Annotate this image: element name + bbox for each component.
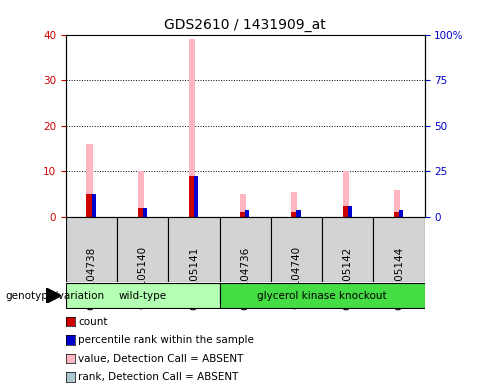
Bar [138, 171, 144, 217]
FancyBboxPatch shape [220, 283, 425, 308]
Bar [240, 212, 246, 217]
FancyBboxPatch shape [373, 217, 425, 282]
Text: percentile rank within the sample: percentile rank within the sample [78, 335, 254, 345]
Bar [86, 144, 93, 217]
Bar [394, 212, 400, 217]
Bar [143, 208, 147, 217]
Text: GSM104736: GSM104736 [240, 247, 250, 310]
Text: GSM105144: GSM105144 [394, 247, 404, 310]
Bar [143, 208, 147, 217]
Bar [394, 190, 400, 217]
Bar [194, 176, 198, 217]
Text: glycerol kinase knockout: glycerol kinase knockout [257, 291, 387, 301]
Bar [297, 210, 301, 217]
Bar [189, 39, 195, 217]
Bar [297, 210, 301, 217]
Title: GDS2610 / 1431909_at: GDS2610 / 1431909_at [164, 18, 326, 32]
Text: GSM105140: GSM105140 [138, 247, 148, 310]
Text: rank, Detection Call = ABSENT: rank, Detection Call = ABSENT [78, 372, 239, 382]
Text: genotype/variation: genotype/variation [5, 291, 104, 301]
Bar [245, 210, 249, 217]
Bar [92, 194, 96, 217]
Bar [291, 212, 298, 217]
Text: GSM105141: GSM105141 [189, 247, 199, 310]
FancyBboxPatch shape [220, 217, 271, 282]
Bar [245, 210, 249, 217]
Bar [399, 210, 403, 217]
FancyBboxPatch shape [271, 217, 322, 282]
Text: GSM104740: GSM104740 [291, 247, 302, 310]
Bar [343, 171, 349, 217]
Bar [189, 176, 195, 217]
Bar [291, 192, 298, 217]
Polygon shape [46, 288, 61, 303]
FancyBboxPatch shape [322, 217, 373, 282]
Bar [399, 210, 403, 217]
Bar [92, 194, 96, 217]
FancyBboxPatch shape [66, 217, 117, 282]
Text: count: count [78, 317, 107, 327]
Bar [138, 208, 144, 217]
Text: value, Detection Call = ABSENT: value, Detection Call = ABSENT [78, 354, 244, 364]
Bar [348, 205, 352, 217]
Text: GSM104738: GSM104738 [86, 247, 97, 310]
Bar [240, 194, 246, 217]
FancyBboxPatch shape [117, 217, 168, 282]
Bar [86, 194, 93, 217]
Text: wild-type: wild-type [119, 291, 167, 301]
Bar [194, 176, 198, 217]
FancyBboxPatch shape [168, 217, 220, 282]
Text: GSM105142: GSM105142 [343, 247, 353, 310]
FancyBboxPatch shape [66, 283, 220, 308]
Bar [348, 205, 352, 217]
Bar [343, 205, 349, 217]
